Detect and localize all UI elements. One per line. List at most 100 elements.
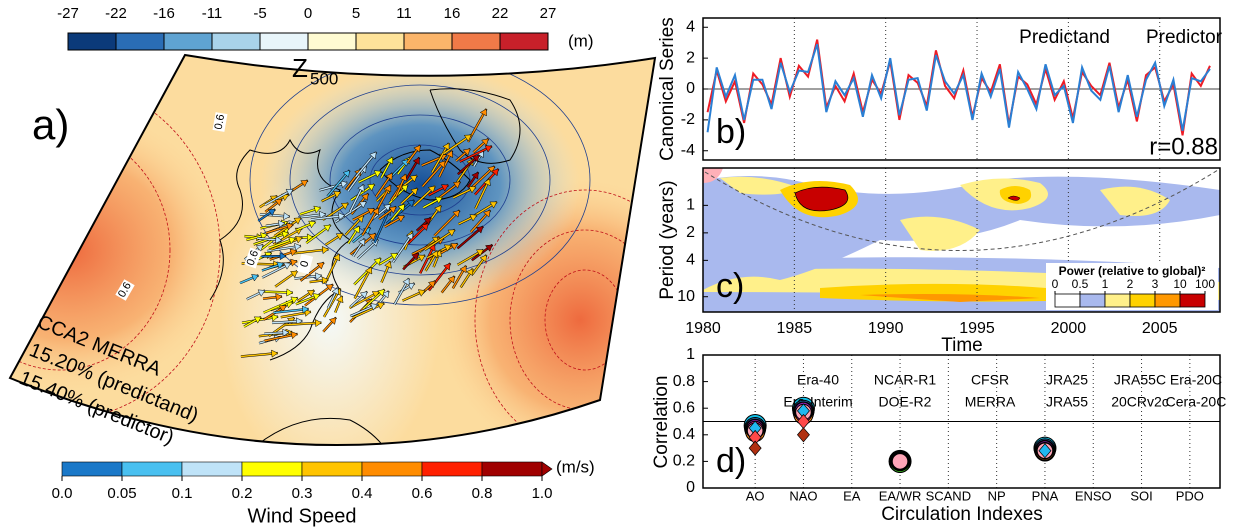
contour-label-bg: [296, 253, 314, 275]
wind-arrows: [239, 108, 500, 358]
y-tick-label: 0.4: [673, 426, 695, 443]
wind-arrow-head: [338, 212, 346, 221]
wind-arrow-head: [342, 169, 350, 178]
colorbar-bin: [1179, 293, 1206, 308]
annotation: r=0.88: [1149, 133, 1218, 160]
wind-arrow-head: [319, 210, 327, 219]
wind-arrow-head: [290, 270, 298, 278]
wind-arrow-head: [253, 316, 262, 324]
wind-arrow-head: [390, 253, 399, 261]
wind-arrow-head: [450, 243, 459, 251]
wind-colorbar-unit: (m/s): [556, 457, 595, 476]
wind-arrow-head: [412, 157, 420, 165]
wind-arrow-head: [443, 262, 451, 271]
wind-arrow-head: [335, 295, 344, 304]
wind-arrow-head: [369, 151, 377, 160]
colorbar-bin: [308, 33, 356, 50]
colorbar-tick-label: -27: [57, 5, 79, 22]
colorbar-tick-label: -16: [153, 5, 175, 22]
wind-arrow-head: [411, 252, 419, 261]
y-tick-label: 10: [677, 288, 695, 305]
y-tick-label: -2: [681, 111, 695, 128]
colorbar-bin: [1079, 293, 1106, 308]
wind-arrow-head: [400, 184, 409, 193]
wind-arrow-head: [358, 201, 367, 209]
wind-arrow-head: [377, 289, 386, 297]
wind-arrow-head: [376, 302, 385, 310]
y-tick-label: 1: [686, 346, 695, 363]
contour-label-bg: [115, 279, 135, 301]
colorbar-tick-label: -11: [202, 5, 223, 22]
y-tick-label: -4: [681, 142, 695, 159]
wind-arrow-head: [301, 305, 310, 314]
wind-arrow-head: [306, 290, 315, 298]
wind-arrow-head: [413, 144, 421, 153]
wind-arrow-head: [452, 181, 461, 189]
wind-arrow-head: [384, 184, 392, 193]
wind-arrow-head: [384, 260, 392, 269]
wind-arrow-head: [321, 246, 330, 255]
wind-arrow-head: [288, 236, 296, 245]
x-tick-label: 2000: [1051, 320, 1087, 337]
colorbar-tick-label: 1: [1102, 277, 1109, 291]
panel-label: d): [716, 442, 746, 480]
wind-arrow-head: [279, 252, 287, 261]
colorbar-bin: [1054, 293, 1081, 308]
plot-frame: [702, 17, 1221, 161]
wind-colorbar-bin: [61, 461, 123, 477]
wind-arrow-head: [278, 305, 287, 313]
wind-arrow-head: [325, 284, 334, 292]
wind-arrow-head: [491, 168, 499, 177]
wind-arrow-head: [276, 261, 285, 270]
legend-entry: Era-40: [797, 372, 839, 388]
panel-label: a): [32, 101, 69, 148]
wind-arrow-head: [447, 275, 455, 284]
wind-arrow-head: [443, 244, 452, 252]
x-axis-label: Time: [941, 335, 983, 356]
wind-arrow-head: [295, 235, 303, 244]
wind-arrow-head: [476, 249, 484, 257]
legend-entry: Predictor: [1146, 27, 1223, 48]
wind-arrow-head: [294, 242, 302, 251]
data-point: [796, 427, 810, 443]
wind-arrow-head: [286, 288, 294, 297]
legend-entry: JRA55C: [1114, 372, 1166, 388]
colorbar-bin: [404, 33, 452, 50]
wind-arrow-head: [367, 183, 376, 192]
colorbar-tick-label: 5: [352, 5, 360, 22]
y-tick-label: 0.6: [673, 399, 695, 416]
wind-arrow-head: [427, 280, 436, 289]
wind-arrow-head: [406, 232, 414, 241]
wind-arrow-head: [406, 199, 415, 208]
colorbar-tick-label: 2: [1127, 277, 1134, 291]
wind-arrow-head: [308, 220, 316, 229]
colorbar-bin: [356, 33, 404, 50]
wind-arrow-head: [281, 230, 290, 239]
wind-arrow-head: [459, 265, 467, 274]
colorbar-tick-label: 3: [1152, 277, 1159, 291]
colorbar-tick-label: 11: [396, 5, 412, 22]
wind-arrow-head: [417, 254, 426, 262]
wind-arrow-head: [285, 222, 294, 231]
map-title-subscript: 500: [310, 69, 338, 88]
legend-entry: Cera-20C: [1166, 394, 1227, 410]
y-tick-label: 4: [686, 18, 695, 35]
wind-arrow-head: [283, 212, 291, 221]
x-tick-label: 1985: [777, 320, 813, 337]
wind-arrow-head: [479, 108, 487, 117]
x-tick-label: 2005: [1142, 320, 1178, 337]
wind-arrow-head: [371, 207, 379, 216]
wind-arrow-head: [370, 303, 378, 311]
wind-arrow-head: [293, 217, 302, 225]
wind-arrow-head: [471, 171, 479, 180]
wind-arrow-head: [399, 173, 408, 182]
wind-arrow-head: [489, 201, 498, 209]
wind-arrow-head: [332, 253, 341, 262]
wind-arrow-head: [323, 224, 332, 232]
wind-arrow-head: [417, 289, 426, 297]
wind-arrow-head: [275, 235, 283, 244]
legend-entry: NCAR-R1: [874, 372, 936, 388]
legend-entry: Era-20C: [1170, 372, 1222, 388]
colorbar-unit: (m): [568, 31, 593, 50]
colorbar-tick-label: -22: [105, 5, 127, 22]
